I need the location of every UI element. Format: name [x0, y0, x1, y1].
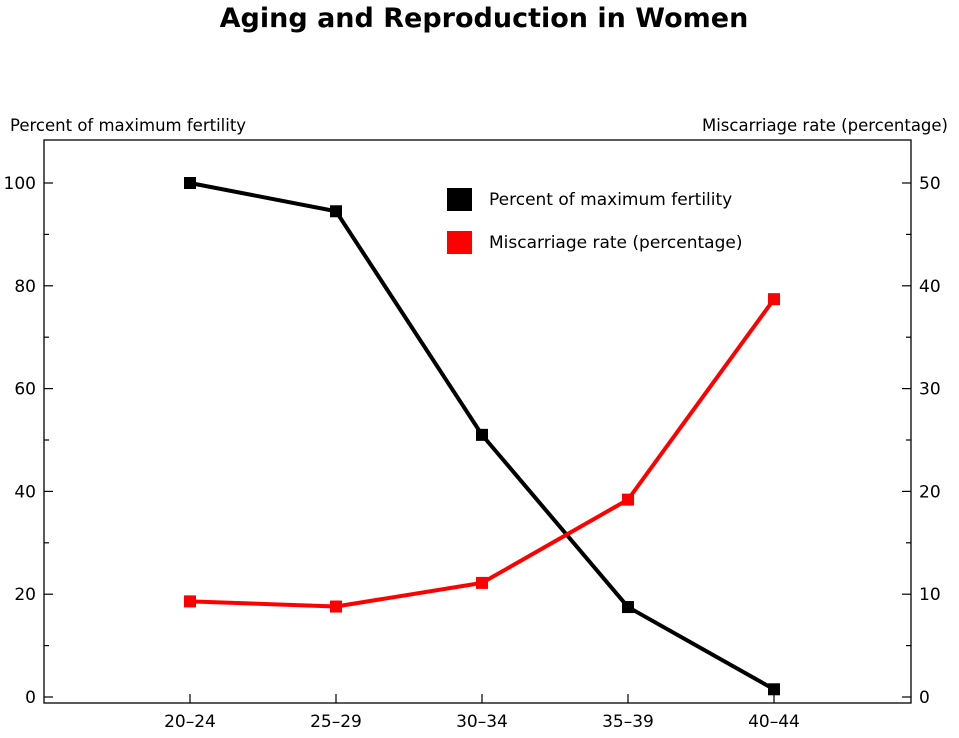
left-tick-label: 100: [4, 174, 36, 194]
legend-label-miscarriage-rate-percentage: Miscarriage rate (percentage): [489, 233, 742, 253]
chart-title: Aging and Reproduction in Women: [220, 3, 749, 34]
series-line-miscarriage-rate-percentage: [189, 297, 776, 609]
x-tick-label: 30–34: [456, 712, 508, 732]
left-tick-label: 20: [14, 585, 36, 605]
x-tick-label: 25–29: [310, 712, 362, 732]
x-axis: 20–24 25–29 30–34 35–39 40–44: [164, 694, 800, 732]
plot-frame: [43, 139, 912, 704]
right-tick-label: 50: [919, 174, 941, 194]
legend-swatch-percent-of-maximum-fertility: [447, 188, 472, 211]
data-point-miscarriage-rate-percentage: [768, 293, 780, 306]
legend-swatch-miscarriage-rate-percentage: [447, 231, 472, 254]
legend-label-percent-of-maximum-fertility: Percent of maximum fertility: [489, 190, 732, 210]
right-tick-label: 10: [919, 585, 941, 605]
right-tick-label: 0: [919, 688, 930, 708]
right-tick-label: 30: [919, 380, 941, 400]
x-tick-label: 35–39: [602, 712, 654, 732]
series-layer: [184, 177, 780, 696]
data-point-miscarriage-rate-percentage: [184, 595, 196, 608]
right-tick-label: 20: [919, 482, 941, 502]
left-tick-label: 80: [14, 277, 36, 297]
right-axis: 0 10 20 30 40 50: [902, 174, 941, 708]
data-point-miscarriage-rate-percentage: [330, 600, 342, 613]
left-axis-label: Percent of maximum fertility: [10, 116, 246, 135]
data-point-miscarriage-rate-percentage: [622, 493, 634, 506]
left-tick-label: 40: [14, 482, 36, 502]
data-point-percent-of-maximum-fertility: [476, 428, 488, 441]
x-tick-label: 20–24: [164, 712, 216, 732]
data-point-percent-of-maximum-fertility: [768, 683, 780, 696]
data-point-percent-of-maximum-fertility: [622, 601, 634, 614]
left-tick-label: 0: [25, 688, 36, 708]
data-point-percent-of-maximum-fertility: [184, 177, 196, 189]
right-axis-label: Miscarriage rate (percentage): [702, 116, 948, 135]
data-point-percent-of-maximum-fertility: [330, 205, 342, 218]
legend: Percent of maximum fertility Miscarriage …: [447, 188, 742, 254]
data-point-miscarriage-rate-percentage: [476, 576, 488, 589]
x-tick-label: 40–44: [748, 712, 800, 732]
right-tick-label: 40: [919, 277, 941, 297]
left-tick-label: 60: [14, 380, 36, 400]
left-axis: 0 20 40 60 80 100: [4, 174, 53, 708]
